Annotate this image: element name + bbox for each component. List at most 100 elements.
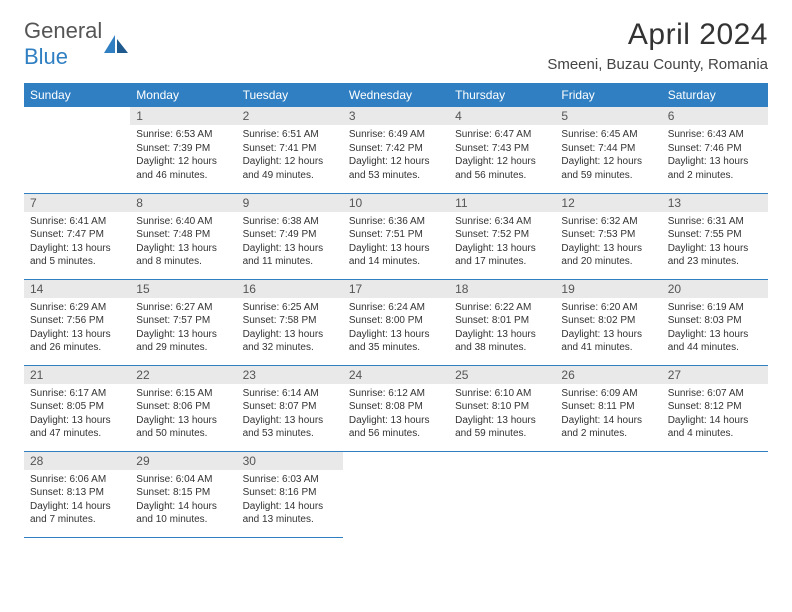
- day-number: 15: [130, 280, 236, 298]
- day-number: 23: [237, 366, 343, 384]
- calendar-cell: 2Sunrise: 6:51 AMSunset: 7:41 PMDaylight…: [237, 107, 343, 193]
- calendar-cell: 10Sunrise: 6:36 AMSunset: 7:51 PMDayligh…: [343, 193, 449, 279]
- weekday-header: Friday: [555, 83, 661, 107]
- weekday-header: Thursday: [449, 83, 555, 107]
- day-info: Sunrise: 6:10 AMSunset: 8:10 PMDaylight:…: [449, 384, 555, 445]
- calendar-row: 1Sunrise: 6:53 AMSunset: 7:39 PMDaylight…: [24, 107, 768, 193]
- day-number: 25: [449, 366, 555, 384]
- calendar-row: 21Sunrise: 6:17 AMSunset: 8:05 PMDayligh…: [24, 365, 768, 451]
- calendar-cell: 14Sunrise: 6:29 AMSunset: 7:56 PMDayligh…: [24, 279, 130, 365]
- header: General Blue April 2024 Smeeni, Buzau Co…: [24, 18, 768, 73]
- calendar-cell: 28Sunrise: 6:06 AMSunset: 8:13 PMDayligh…: [24, 451, 130, 537]
- day-info: Sunrise: 6:15 AMSunset: 8:06 PMDaylight:…: [130, 384, 236, 445]
- calendar-cell: 9Sunrise: 6:38 AMSunset: 7:49 PMDaylight…: [237, 193, 343, 279]
- logo: General Blue: [24, 18, 128, 70]
- day-info: Sunrise: 6:03 AMSunset: 8:16 PMDaylight:…: [237, 470, 343, 531]
- day-number: 20: [662, 280, 768, 298]
- day-number: 7: [24, 194, 130, 212]
- day-info: Sunrise: 6:34 AMSunset: 7:52 PMDaylight:…: [449, 212, 555, 273]
- day-info: Sunrise: 6:09 AMSunset: 8:11 PMDaylight:…: [555, 384, 661, 445]
- logo-text-blue: Blue: [24, 44, 68, 69]
- day-number: 8: [130, 194, 236, 212]
- day-number: 22: [130, 366, 236, 384]
- day-number: 26: [555, 366, 661, 384]
- day-info: Sunrise: 6:24 AMSunset: 8:00 PMDaylight:…: [343, 298, 449, 359]
- day-number: 10: [343, 194, 449, 212]
- day-info: Sunrise: 6:07 AMSunset: 8:12 PMDaylight:…: [662, 384, 768, 445]
- day-info: Sunrise: 6:41 AMSunset: 7:47 PMDaylight:…: [24, 212, 130, 273]
- calendar-cell: 23Sunrise: 6:14 AMSunset: 8:07 PMDayligh…: [237, 365, 343, 451]
- calendar-row: 14Sunrise: 6:29 AMSunset: 7:56 PMDayligh…: [24, 279, 768, 365]
- day-number: 13: [662, 194, 768, 212]
- day-info: Sunrise: 6:27 AMSunset: 7:57 PMDaylight:…: [130, 298, 236, 359]
- day-info: Sunrise: 6:17 AMSunset: 8:05 PMDaylight:…: [24, 384, 130, 445]
- day-info: Sunrise: 6:40 AMSunset: 7:48 PMDaylight:…: [130, 212, 236, 273]
- day-info: Sunrise: 6:29 AMSunset: 7:56 PMDaylight:…: [24, 298, 130, 359]
- day-info: Sunrise: 6:31 AMSunset: 7:55 PMDaylight:…: [662, 212, 768, 273]
- day-number: 1: [130, 107, 236, 125]
- day-number: 16: [237, 280, 343, 298]
- calendar-cell: 30Sunrise: 6:03 AMSunset: 8:16 PMDayligh…: [237, 451, 343, 537]
- calendar-cell: 6Sunrise: 6:43 AMSunset: 7:46 PMDaylight…: [662, 107, 768, 193]
- calendar-cell: 11Sunrise: 6:34 AMSunset: 7:52 PMDayligh…: [449, 193, 555, 279]
- day-info: Sunrise: 6:06 AMSunset: 8:13 PMDaylight:…: [24, 470, 130, 531]
- day-number: 24: [343, 366, 449, 384]
- weekday-header: Saturday: [662, 83, 768, 107]
- calendar-row: 7Sunrise: 6:41 AMSunset: 7:47 PMDaylight…: [24, 193, 768, 279]
- calendar-cell: 27Sunrise: 6:07 AMSunset: 8:12 PMDayligh…: [662, 365, 768, 451]
- calendar-cell: 18Sunrise: 6:22 AMSunset: 8:01 PMDayligh…: [449, 279, 555, 365]
- day-info: Sunrise: 6:12 AMSunset: 8:08 PMDaylight:…: [343, 384, 449, 445]
- day-info: Sunrise: 6:51 AMSunset: 7:41 PMDaylight:…: [237, 125, 343, 186]
- calendar-cell: 16Sunrise: 6:25 AMSunset: 7:58 PMDayligh…: [237, 279, 343, 365]
- calendar-cell: 19Sunrise: 6:20 AMSunset: 8:02 PMDayligh…: [555, 279, 661, 365]
- page-title: April 2024: [547, 18, 768, 52]
- day-info: Sunrise: 6:43 AMSunset: 7:46 PMDaylight:…: [662, 125, 768, 186]
- calendar-cell: 13Sunrise: 6:31 AMSunset: 7:55 PMDayligh…: [662, 193, 768, 279]
- calendar-cell: 3Sunrise: 6:49 AMSunset: 7:42 PMDaylight…: [343, 107, 449, 193]
- calendar-cell: 24Sunrise: 6:12 AMSunset: 8:08 PMDayligh…: [343, 365, 449, 451]
- calendar-cell: 21Sunrise: 6:17 AMSunset: 8:05 PMDayligh…: [24, 365, 130, 451]
- calendar-cell: [555, 451, 661, 537]
- calendar-cell: 15Sunrise: 6:27 AMSunset: 7:57 PMDayligh…: [130, 279, 236, 365]
- day-info: Sunrise: 6:45 AMSunset: 7:44 PMDaylight:…: [555, 125, 661, 186]
- day-number: 29: [130, 452, 236, 470]
- day-info: Sunrise: 6:22 AMSunset: 8:01 PMDaylight:…: [449, 298, 555, 359]
- calendar-cell: [449, 451, 555, 537]
- day-info: Sunrise: 6:04 AMSunset: 8:15 PMDaylight:…: [130, 470, 236, 531]
- day-info: Sunrise: 6:36 AMSunset: 7:51 PMDaylight:…: [343, 212, 449, 273]
- logo-text-general: General: [24, 18, 102, 43]
- day-number: 18: [449, 280, 555, 298]
- calendar-cell: 8Sunrise: 6:40 AMSunset: 7:48 PMDaylight…: [130, 193, 236, 279]
- day-number: 30: [237, 452, 343, 470]
- weekday-header: Tuesday: [237, 83, 343, 107]
- day-info: Sunrise: 6:32 AMSunset: 7:53 PMDaylight:…: [555, 212, 661, 273]
- day-info: Sunrise: 6:53 AMSunset: 7:39 PMDaylight:…: [130, 125, 236, 186]
- day-number: 11: [449, 194, 555, 212]
- calendar-cell: 12Sunrise: 6:32 AMSunset: 7:53 PMDayligh…: [555, 193, 661, 279]
- day-info: Sunrise: 6:49 AMSunset: 7:42 PMDaylight:…: [343, 125, 449, 186]
- calendar-cell: 22Sunrise: 6:15 AMSunset: 8:06 PMDayligh…: [130, 365, 236, 451]
- calendar-cell: 7Sunrise: 6:41 AMSunset: 7:47 PMDaylight…: [24, 193, 130, 279]
- day-info: Sunrise: 6:47 AMSunset: 7:43 PMDaylight:…: [449, 125, 555, 186]
- day-number: 5: [555, 107, 661, 125]
- day-number: 2: [237, 107, 343, 125]
- location-text: Smeeni, Buzau County, Romania: [547, 56, 768, 73]
- calendar-cell: 4Sunrise: 6:47 AMSunset: 7:43 PMDaylight…: [449, 107, 555, 193]
- logo-sail-icon: [104, 35, 128, 53]
- day-number: 21: [24, 366, 130, 384]
- day-info: Sunrise: 6:19 AMSunset: 8:03 PMDaylight:…: [662, 298, 768, 359]
- calendar-cell: 17Sunrise: 6:24 AMSunset: 8:00 PMDayligh…: [343, 279, 449, 365]
- weekday-header: Sunday: [24, 83, 130, 107]
- day-number: 19: [555, 280, 661, 298]
- day-number: 9: [237, 194, 343, 212]
- day-number: 14: [24, 280, 130, 298]
- logo-text: General Blue: [24, 18, 102, 70]
- calendar-cell: 26Sunrise: 6:09 AMSunset: 8:11 PMDayligh…: [555, 365, 661, 451]
- day-number: 17: [343, 280, 449, 298]
- calendar-body: 1Sunrise: 6:53 AMSunset: 7:39 PMDaylight…: [24, 107, 768, 537]
- weekday-header: Monday: [130, 83, 236, 107]
- calendar-row: 28Sunrise: 6:06 AMSunset: 8:13 PMDayligh…: [24, 451, 768, 537]
- calendar-header: SundayMondayTuesdayWednesdayThursdayFrid…: [24, 83, 768, 107]
- day-number: 3: [343, 107, 449, 125]
- calendar-cell: 1Sunrise: 6:53 AMSunset: 7:39 PMDaylight…: [130, 107, 236, 193]
